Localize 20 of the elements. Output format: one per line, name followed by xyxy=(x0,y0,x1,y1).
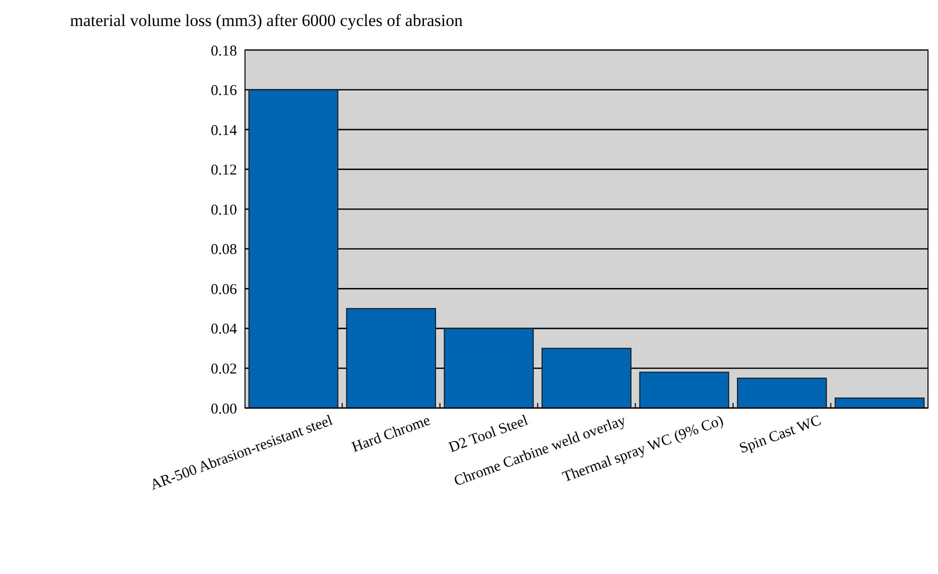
y-tick-label: 0.14 xyxy=(210,122,238,139)
y-tick-label: 0.06 xyxy=(210,282,238,298)
bar xyxy=(444,328,534,408)
chart-title: material volume loss (mm3) after 6000 cycles of abrasion xyxy=(70,11,464,30)
y-tick-label: 0.08 xyxy=(210,242,237,258)
y-tick-label: 0.18 xyxy=(210,43,237,60)
y-tick-label: 0.04 xyxy=(210,322,238,338)
bar xyxy=(346,308,436,408)
y-tick-label: 0.00 xyxy=(210,401,237,418)
bar xyxy=(639,372,730,408)
y-tick-label: 0.16 xyxy=(210,83,238,100)
y-tick-label: 0.10 xyxy=(210,202,237,218)
y-tick-label: 0.02 xyxy=(210,361,237,378)
bar xyxy=(736,378,827,408)
x-tick-label: Spin Cast WC xyxy=(737,412,824,458)
y-tick-label: 0.12 xyxy=(210,162,237,179)
x-tick-label: Hard Chrome xyxy=(350,412,433,456)
bar xyxy=(248,89,338,408)
bar xyxy=(542,348,632,408)
bar xyxy=(834,398,925,408)
